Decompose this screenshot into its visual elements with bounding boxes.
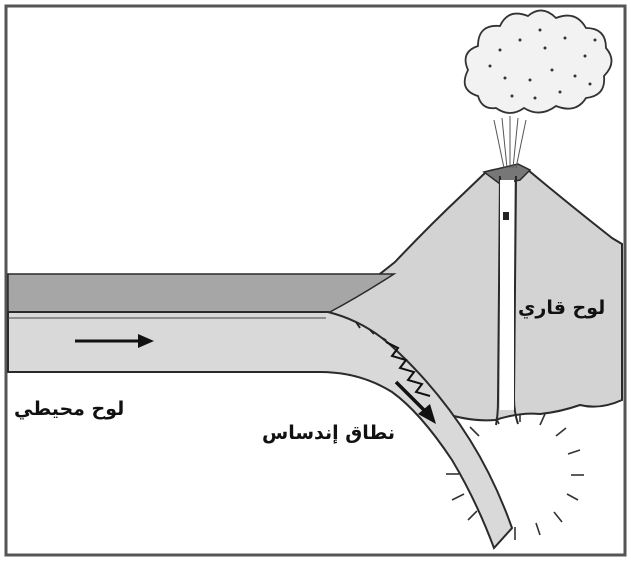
oceanic-plate-label: لوح محيطي: [14, 398, 125, 420]
ocean-water: [7, 273, 397, 313]
conduit-mark: [503, 212, 509, 220]
friction-zigzag-icon: [385, 341, 431, 397]
plate-motion-arrow-icon: [75, 334, 154, 348]
volcano-crater: [482, 163, 532, 185]
conduit-interior: [500, 180, 514, 410]
ash-cloud-icon: [463, 9, 613, 114]
oceanic-plate: [7, 311, 514, 550]
continental-plate-label: لوح قاري: [518, 297, 606, 319]
subduction-zone-label: نطاق إندساس: [262, 422, 396, 444]
subduction-arrow-icon: [394, 380, 436, 424]
eruption-plume: [493, 116, 527, 169]
trench-marks: [355, 321, 387, 341]
